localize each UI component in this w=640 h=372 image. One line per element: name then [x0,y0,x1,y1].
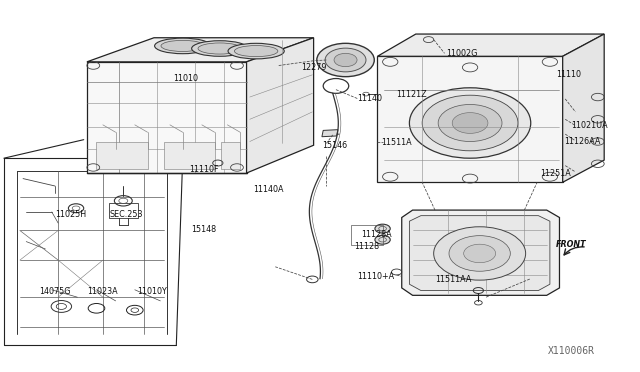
Text: 11023A: 11023A [88,287,118,296]
Polygon shape [221,141,240,169]
Circle shape [449,235,510,271]
Polygon shape [97,141,148,169]
Circle shape [452,113,488,134]
Text: 11121Z: 11121Z [397,90,428,99]
Text: 11010Y: 11010Y [137,287,167,296]
Text: 15148: 15148 [191,225,216,234]
Text: 11010: 11010 [173,74,198,83]
Text: 11511A: 11511A [381,138,412,147]
Text: FRONT: FRONT [556,240,587,249]
Text: 11021UA: 11021UA [571,121,607,130]
Circle shape [410,88,531,158]
Ellipse shape [198,43,241,54]
Text: SEC.253: SEC.253 [109,210,143,219]
Circle shape [375,224,390,233]
Text: 11511AA: 11511AA [435,275,471,283]
Ellipse shape [191,41,248,56]
Polygon shape [87,38,314,62]
Polygon shape [410,216,550,291]
Text: X110006R: X110006R [548,346,595,356]
Ellipse shape [155,38,211,54]
Text: 11128A: 11128A [362,230,392,240]
Polygon shape [378,56,563,182]
Text: 11251A: 11251A [540,169,571,177]
Polygon shape [563,34,604,182]
Circle shape [317,43,374,77]
Circle shape [438,105,502,141]
Text: 11128: 11128 [355,241,380,250]
Circle shape [325,48,366,72]
Text: 11126AA: 11126AA [564,137,600,146]
Polygon shape [322,130,338,137]
Text: 12279: 12279 [301,63,326,72]
Text: 11025H: 11025H [56,210,86,219]
Ellipse shape [161,40,204,51]
Circle shape [334,53,357,67]
Text: 11110+A: 11110+A [357,272,394,281]
Circle shape [375,235,390,244]
Circle shape [434,227,525,280]
Ellipse shape [234,45,278,57]
Text: 14075G: 14075G [39,287,71,296]
Text: 11002G: 11002G [446,49,477,58]
Circle shape [422,95,518,151]
Text: 11110F: 11110F [189,165,218,174]
Text: 11140A: 11140A [253,185,284,194]
Ellipse shape [228,43,284,59]
Text: 15146: 15146 [322,141,347,150]
Text: 11140: 11140 [357,94,382,103]
Text: 11110: 11110 [556,70,581,79]
Polygon shape [378,34,604,56]
Circle shape [464,244,495,263]
Polygon shape [402,210,559,295]
Polygon shape [87,62,246,173]
Polygon shape [164,141,214,169]
Polygon shape [246,38,314,173]
